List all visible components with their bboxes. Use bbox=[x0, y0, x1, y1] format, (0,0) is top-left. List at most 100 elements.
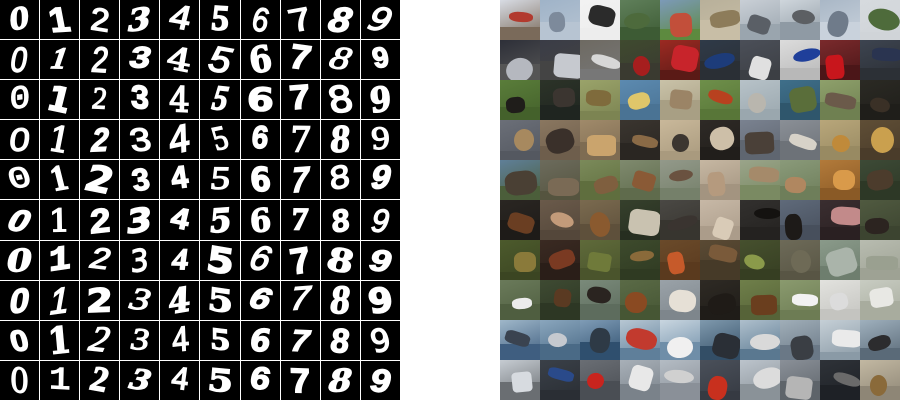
mnist-cell: 5 bbox=[200, 120, 240, 160]
digit-9: 9 bbox=[368, 42, 393, 78]
cifar-frog-thumbnail bbox=[700, 240, 740, 280]
digit-2: 2 bbox=[88, 200, 111, 240]
mnist-cell: 7 bbox=[280, 360, 320, 400]
digit-4: 4 bbox=[165, 280, 195, 320]
cifar-bird-thumbnail bbox=[660, 80, 700, 120]
cifar-ship-thumbnail bbox=[660, 320, 700, 360]
mnist-cell: 1 bbox=[40, 280, 80, 320]
digit-8: 8 bbox=[327, 361, 353, 399]
mnist-cell: 2 bbox=[80, 120, 120, 160]
cifar-ship-thumbnail bbox=[780, 320, 820, 360]
cifar-deer-thumbnail bbox=[860, 160, 900, 200]
mnist-cell: 0 bbox=[0, 160, 40, 200]
digit-7: 7 bbox=[289, 360, 312, 400]
digit-6: 6 bbox=[244, 240, 276, 280]
mnist-cell: 0 bbox=[0, 0, 40, 40]
mnist-cell: 9 bbox=[360, 120, 400, 160]
cifar-truck-thumbnail bbox=[700, 360, 740, 400]
mnist-cell: 5 bbox=[200, 280, 240, 320]
digit-9: 9 bbox=[366, 320, 396, 360]
digit-8: 8 bbox=[325, 40, 356, 79]
mnist-cell: 8 bbox=[320, 80, 360, 120]
digit-7: 7 bbox=[283, 0, 317, 39]
cifar-horse-thumbnail bbox=[740, 280, 780, 320]
digit-9: 9 bbox=[367, 120, 394, 158]
cifar-frog-thumbnail bbox=[780, 240, 820, 280]
digit-5: 5 bbox=[207, 120, 233, 159]
digit-9: 9 bbox=[369, 201, 391, 239]
mnist-cell: 1 bbox=[40, 40, 80, 80]
cifar-automobile-thumbnail bbox=[780, 40, 820, 80]
mnist-cell: 4 bbox=[160, 240, 200, 280]
cifar-airplane-thumbnail bbox=[580, 0, 620, 40]
mnist-cell: 3 bbox=[120, 320, 160, 360]
cifar-horse-thumbnail bbox=[860, 280, 900, 320]
digit-2: 2 bbox=[80, 160, 120, 200]
mnist-cell: 0 bbox=[0, 360, 40, 400]
digit-0: 0 bbox=[4, 201, 36, 239]
cifar-airplane-thumbnail bbox=[860, 0, 900, 40]
mnist-cell: 0 bbox=[0, 200, 40, 240]
digit-2: 2 bbox=[88, 0, 111, 39]
digit-7: 7 bbox=[291, 160, 310, 200]
digit-4: 4 bbox=[168, 160, 192, 200]
cifar-cat-thumbnail bbox=[540, 120, 580, 160]
cifar-frog-thumbnail bbox=[620, 240, 660, 280]
digit-0: 0 bbox=[6, 241, 34, 280]
cifar-truck-thumbnail bbox=[620, 360, 660, 400]
digit-4: 4 bbox=[164, 120, 197, 160]
cifar-dog-thumbnail bbox=[660, 200, 700, 240]
mnist-cell: 0 bbox=[0, 280, 40, 320]
digit-4: 4 bbox=[168, 361, 193, 400]
mnist-cell: 6 bbox=[240, 80, 280, 120]
digit-0: 0 bbox=[6, 323, 33, 359]
digit-1: 1 bbox=[47, 80, 73, 120]
cifar-airplane-thumbnail bbox=[660, 0, 700, 40]
cifar-automobile-thumbnail bbox=[860, 40, 900, 80]
digit-8: 8 bbox=[329, 280, 352, 320]
cifar-dog-thumbnail bbox=[740, 200, 780, 240]
digit-2: 2 bbox=[85, 280, 114, 320]
cifar-dog-thumbnail bbox=[500, 200, 540, 240]
mnist-cell: 8 bbox=[320, 360, 360, 400]
cifar-bird-thumbnail bbox=[500, 80, 540, 120]
digit-6: 6 bbox=[249, 322, 272, 359]
digit-5: 5 bbox=[205, 40, 236, 80]
digit-1: 1 bbox=[44, 120, 75, 160]
mnist-cell: 7 bbox=[280, 200, 320, 240]
cifar-dog-thumbnail bbox=[820, 200, 860, 240]
digit-1: 1 bbox=[49, 42, 71, 77]
mnist-cell: 2 bbox=[80, 240, 120, 280]
digit-1: 1 bbox=[44, 240, 75, 280]
digit-0: 0 bbox=[7, 121, 31, 159]
digit-8: 8 bbox=[325, 0, 356, 40]
mnist-cell: 8 bbox=[320, 320, 360, 360]
cifar-horse-thumbnail bbox=[540, 280, 580, 320]
digit-5: 5 bbox=[207, 200, 234, 240]
cifar-frog-thumbnail bbox=[860, 240, 900, 280]
mnist-cell: 7 bbox=[280, 240, 320, 280]
digit-1: 1 bbox=[45, 0, 74, 40]
cifar-airplane-thumbnail bbox=[540, 0, 580, 40]
cifar-dog-thumbnail bbox=[780, 200, 820, 240]
mnist-cell: 6 bbox=[240, 40, 280, 80]
digit-5: 5 bbox=[203, 240, 237, 280]
digit-9: 9 bbox=[367, 242, 394, 279]
digit-1: 1 bbox=[46, 320, 74, 360]
mnist-cell: 5 bbox=[200, 200, 240, 240]
mnist-cell: 9 bbox=[360, 360, 400, 400]
mnist-cell: 0 bbox=[0, 120, 40, 160]
digit-6: 6 bbox=[249, 120, 272, 159]
mnist-cell: 7 bbox=[280, 320, 320, 360]
mnist-cell: 2 bbox=[80, 40, 120, 80]
digit-3: 3 bbox=[128, 41, 153, 79]
mnist-cell: 3 bbox=[120, 240, 160, 280]
mnist-cell: 5 bbox=[200, 160, 240, 200]
digit-4: 4 bbox=[167, 320, 193, 360]
digit-3: 3 bbox=[126, 361, 154, 398]
cifar-automobile-thumbnail bbox=[620, 40, 660, 80]
digit-1: 1 bbox=[48, 201, 71, 239]
digit-8: 8 bbox=[328, 160, 354, 200]
digit-9: 9 bbox=[363, 0, 398, 40]
